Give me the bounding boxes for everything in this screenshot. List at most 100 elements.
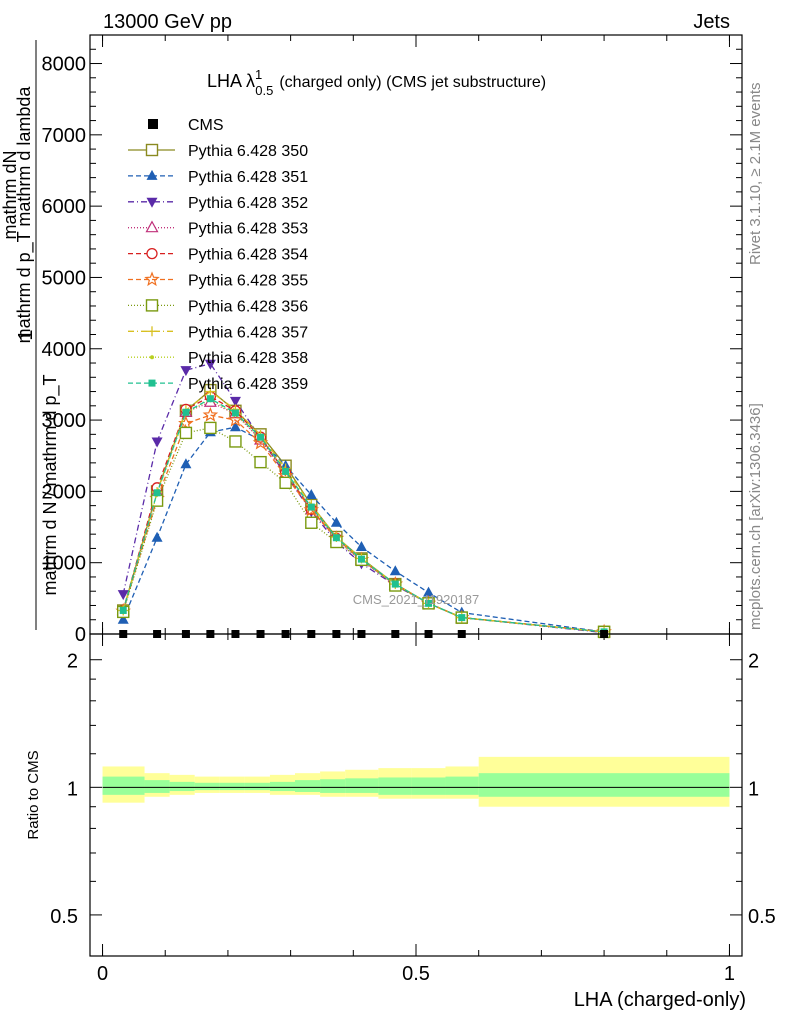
band-inner — [320, 779, 346, 793]
ratio-ytick-label: 1 — [67, 778, 78, 800]
legend-marker — [147, 326, 157, 337]
ytick-label: 1000 — [42, 553, 87, 575]
data-point — [153, 489, 161, 497]
legend-marker — [145, 299, 159, 312]
data-point — [182, 408, 190, 416]
data-point — [307, 503, 315, 511]
data-point — [305, 516, 318, 529]
legend-marker — [146, 197, 158, 208]
legend-label: Pythia 6.428 353 — [188, 221, 308, 238]
legend-label: Pythia 6.428 357 — [188, 324, 308, 341]
data-point — [389, 565, 401, 576]
data-point — [254, 455, 267, 469]
data-point — [204, 421, 217, 435]
data-point — [423, 586, 435, 597]
legend: CMS Pythia 6.428 350 Pythia 6.428 351 Pythi… — [128, 117, 308, 393]
data-point — [357, 555, 365, 563]
data-point — [303, 501, 320, 517]
ytick-label: 6000 — [42, 196, 87, 218]
header-left: 13000 GeV pp — [103, 11, 232, 33]
data-point — [391, 580, 399, 588]
legend-marker — [145, 220, 159, 233]
series-line — [122, 426, 605, 633]
analysis-watermark: CMS_2021_I1920187 — [353, 592, 480, 607]
series-line — [122, 397, 605, 633]
data-point — [180, 458, 192, 469]
data-point — [229, 396, 241, 407]
legend-label: Pythia 6.428 350 — [188, 143, 308, 160]
data-point — [231, 409, 239, 417]
legend-marker — [150, 355, 154, 360]
data-point — [229, 435, 242, 448]
data-point — [229, 421, 241, 432]
ytick-label: 0 — [75, 624, 86, 646]
ytick-label: 3000 — [42, 410, 87, 432]
data-point — [119, 606, 127, 614]
legend-label: Pythia 6.428 352 — [188, 195, 308, 212]
data-point — [330, 516, 342, 527]
band-inner — [345, 778, 379, 793]
legend-label: Pythia 6.428 355 — [188, 273, 308, 290]
ytick-label: 2000 — [42, 481, 87, 503]
data-point — [180, 366, 192, 377]
main-panel: 0100020003000400050006000700080001mathrm… — [0, 34, 743, 646]
legend-marker — [146, 169, 158, 180]
data-point — [458, 614, 466, 622]
main-title: LHA λ1 0.5 (charged only) (CMS jet substru… — [207, 67, 546, 98]
data-point — [204, 359, 216, 370]
ytick-label: 7000 — [42, 125, 87, 147]
ratio-ytick-label: 0.5 — [50, 906, 78, 928]
ytick-label: 4000 — [42, 339, 87, 361]
legend-label: Pythia 6.428 359 — [188, 376, 308, 393]
ratio-xtick-label: 0.5 — [402, 963, 430, 985]
ratio-ytick-label: 2 — [67, 651, 78, 673]
data-point — [355, 541, 367, 552]
band-inner — [102, 776, 145, 795]
data-point — [279, 476, 292, 490]
ratio-panel: 0.5 0.5 1 1 2 2 0 0.5 1 Ratio to CMS LHA (charged-… — [25, 633, 776, 1011]
data-point — [179, 426, 193, 440]
band-inner — [411, 777, 446, 795]
band-inner — [169, 781, 195, 792]
ylabel-one: 1 — [15, 329, 37, 340]
ratio-xtick-label: 0 — [97, 963, 108, 985]
data-point — [282, 467, 290, 475]
data-point — [117, 590, 129, 601]
data-point — [151, 437, 163, 448]
data-point — [206, 395, 214, 403]
legend-label: Pythia 6.428 356 — [188, 298, 308, 315]
legend-cms-marker — [148, 119, 158, 129]
ratio-ytick-label-right: 2 — [748, 651, 759, 673]
legend-cms-label: CMS — [188, 117, 224, 134]
band-inner — [194, 782, 220, 791]
legend-marker — [146, 247, 158, 260]
legend-marker — [148, 379, 156, 387]
data-point — [202, 406, 219, 422]
legend-marker — [145, 143, 159, 157]
ratio-xtick-label: 1 — [724, 963, 735, 985]
ratio-ytick-label-right: 1 — [748, 778, 759, 800]
legend-label: Pythia 6.428 358 — [188, 350, 308, 367]
ratio-ytick-label-right: 0.5 — [748, 906, 776, 928]
data-point — [151, 531, 163, 542]
band-inner — [445, 776, 479, 795]
ratio-ylabel: Ratio to CMS — [25, 750, 42, 839]
band-inner — [478, 773, 730, 797]
ylabel-num: mathrm dN — [0, 150, 20, 239]
data-point — [425, 599, 433, 607]
ylabel-den: mathrm d p_T mathrm d lambda — [14, 86, 35, 344]
data-point — [205, 386, 216, 397]
band-inner — [295, 780, 321, 792]
rivet-label: Rivet 3.1.10, ≥ 2.1M events — [747, 83, 764, 266]
main-ylabel: 1 mathrm d N / mathrm d p_T mathrm dNmathr… — [0, 40, 61, 630]
ratio-xlabel: LHA (charged-only) — [574, 989, 746, 1011]
legend-label: Pythia 6.428 354 — [188, 247, 308, 264]
legend-label: Pythia 6.428 351 — [188, 169, 308, 186]
data-point — [332, 534, 340, 542]
band-inner — [269, 781, 296, 792]
ylabel-den-left: mathrm d N / mathrm d p_T — [40, 374, 61, 595]
series-line — [122, 414, 605, 633]
ytick-label: 8000 — [42, 54, 87, 76]
ytick-label: 5000 — [42, 267, 87, 289]
